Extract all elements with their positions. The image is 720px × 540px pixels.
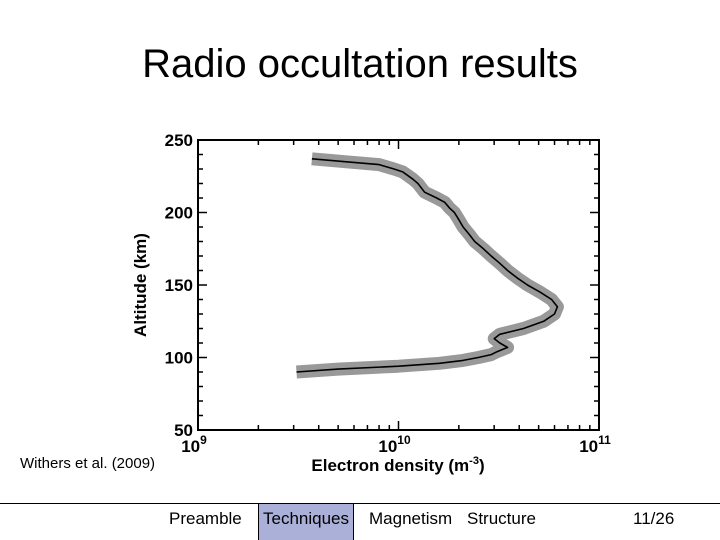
x-axis-label-main: Electron density (m: [311, 456, 469, 475]
slide-title: Radio occultation results: [142, 42, 578, 86]
x-axis-label-suffix: ): [479, 456, 485, 475]
y-tick-label: 200: [165, 204, 193, 223]
x-axis-ticks: 109 1010 1011: [181, 140, 611, 456]
y-tick-label: 250: [165, 131, 193, 150]
x-tick-label: 1010: [378, 433, 411, 456]
uncertainty-band-path: [296, 152, 564, 379]
x-tick-label: 109: [181, 433, 207, 456]
y-tick-label: 150: [165, 276, 193, 295]
x-axis-label-exponent: -3: [469, 455, 479, 467]
nav-item-structure[interactable]: Structure: [467, 509, 536, 528]
series-line-profile: [296, 158, 559, 373]
y-tick-label: 50: [174, 421, 193, 440]
x-tick-label: 1011: [579, 433, 611, 456]
x-axis-label: Electron density (m-3): [311, 455, 484, 475]
page-number: 11/26: [633, 509, 675, 528]
y-axis-label: Altitude (km): [131, 233, 150, 337]
footer-nav: Preamble Techniques Magnetism Structure …: [0, 504, 720, 540]
nav-item-preamble[interactable]: Preamble: [169, 509, 242, 528]
y-axis-ticks: 50 100 150 200 250: [165, 131, 599, 440]
uncertainty-band: [296, 152, 564, 379]
profile-layer: [296, 158, 559, 373]
nav-item-techniques[interactable]: Techniques: [258, 504, 355, 540]
electron-density-chart: 50 100 150 200 250 109 1010 1011 Altitude (km)…: [131, 131, 611, 475]
y-tick-label: 100: [165, 349, 193, 368]
citation: Withers et al. (2009): [20, 455, 156, 472]
nav-item-magnetism[interactable]: Magnetism: [369, 509, 453, 528]
footer-divider: [0, 503, 720, 504]
